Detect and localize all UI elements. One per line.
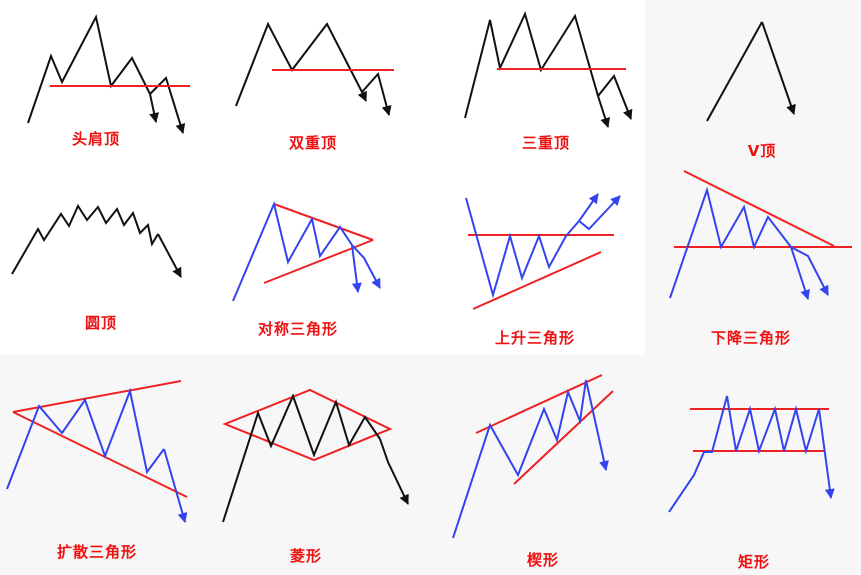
price-line xyxy=(6,387,165,490)
falling-resistance-line xyxy=(683,170,835,247)
breakdown-arrow xyxy=(157,233,182,278)
label-v-top: V顶 xyxy=(747,142,777,160)
breakdown-arrow xyxy=(149,93,160,123)
price-line xyxy=(452,379,587,539)
breakdown-arrow xyxy=(761,21,796,115)
breakdown-arrow xyxy=(351,244,362,293)
label-rounding-top: 圆顶 xyxy=(84,314,118,332)
price-line xyxy=(706,21,763,122)
panel-descending-triangle xyxy=(669,170,852,300)
price-line xyxy=(669,186,792,299)
upper-trendline xyxy=(273,203,374,241)
price-line xyxy=(222,393,381,523)
price-line xyxy=(11,203,159,275)
label-broadening-triangle: 扩散三角形 xyxy=(56,543,138,561)
panel-head-and-shoulders xyxy=(27,14,190,134)
price-line xyxy=(232,200,353,302)
breakdown-arrow xyxy=(790,246,810,300)
breakdown-arrow xyxy=(818,408,835,499)
retest-arrow xyxy=(149,76,186,134)
price-line xyxy=(668,395,820,513)
breakout-arrow xyxy=(565,193,599,237)
price-line xyxy=(235,21,363,107)
retest-arrow xyxy=(351,244,381,289)
label-diamond: 菱形 xyxy=(289,547,323,565)
retest-arrow xyxy=(578,195,621,231)
panel-double-top xyxy=(235,21,394,116)
breakdown-arrow xyxy=(379,438,409,505)
diamond-outline xyxy=(222,388,393,462)
panel-symmetrical-triangle xyxy=(232,200,381,302)
label-wedge: 楔形 xyxy=(526,551,560,569)
breakdown-arrow xyxy=(357,90,367,102)
label-symmetrical-triangle: 对称三角形 xyxy=(257,320,339,338)
breakdown-arrow xyxy=(163,448,188,523)
panel-rounding-top xyxy=(11,203,182,278)
lower-diverging-line xyxy=(12,411,188,498)
bottom-row-background xyxy=(0,355,861,575)
label-triple-top: 三重顶 xyxy=(521,134,571,152)
label-rectangle: 矩形 xyxy=(737,553,771,571)
panel-rectangle xyxy=(668,395,835,513)
label-double-top: 双重顶 xyxy=(288,134,338,152)
retest-arrow xyxy=(597,74,633,120)
upper-wedge-line xyxy=(475,374,603,434)
label-head-and-shoulders: 头肩顶 xyxy=(71,130,121,148)
label-ascending-triangle: 上升三角形 xyxy=(494,329,576,347)
panel-ascending-triangle xyxy=(465,193,621,310)
price-line xyxy=(464,11,599,119)
right-column-background xyxy=(645,0,861,355)
panel-wedge xyxy=(452,374,614,539)
lower-wedge-line xyxy=(513,390,614,485)
panel-triple-top xyxy=(464,11,633,128)
price-line xyxy=(465,197,567,299)
panel-broadening-triangle xyxy=(6,380,188,523)
retest-arrow xyxy=(361,71,392,116)
rising-support-line xyxy=(472,251,602,310)
price-line xyxy=(27,14,151,124)
panel-v-top xyxy=(706,21,796,122)
retest-arrow xyxy=(790,246,829,296)
label-descending-triangle: 下降三角形 xyxy=(710,329,792,347)
breakdown-arrow xyxy=(597,95,610,128)
breakdown-arrow xyxy=(585,379,609,471)
panel-diamond xyxy=(222,388,409,523)
